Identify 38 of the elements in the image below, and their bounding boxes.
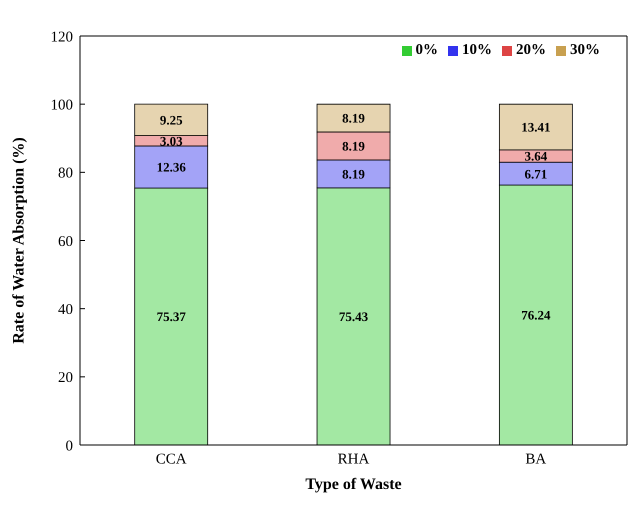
bar [134, 188, 208, 445]
data-label: 12.36 [156, 160, 186, 175]
data-label: 13.41 [521, 120, 550, 135]
bar [498, 184, 573, 445]
x-tick-label: CCA [156, 452, 187, 468]
bar [316, 104, 390, 132]
data-label: 9.25 [160, 112, 184, 128]
bar [134, 104, 208, 136]
y-tick-label: 0 [66, 438, 73, 454]
data-label: 8.19 [342, 138, 366, 154]
bar [316, 188, 390, 445]
legend-label: 0% [416, 42, 438, 58]
x-axis-title: Type of Waste [305, 476, 402, 493]
data-label: 75.43 [338, 309, 369, 324]
x-tick-label: BA [525, 452, 546, 468]
legend-label: 20% [516, 42, 546, 58]
data-label: 75.37 [156, 309, 186, 324]
y-tick-label: 80 [58, 166, 73, 182]
bar [316, 132, 390, 160]
y-axis-title: Rate of Water Absorption (%) [10, 137, 28, 344]
x-tick-label: RHA [338, 452, 370, 468]
y-tick-label: 20 [58, 370, 73, 386]
data-label: 8.19 [342, 110, 366, 126]
bar [316, 160, 390, 188]
legend-label: 30% [570, 42, 600, 58]
y-tick-label: 60 [58, 234, 73, 250]
bar [498, 104, 573, 150]
legend-label: 10% [462, 42, 492, 58]
bar [498, 162, 573, 186]
data-label: 3.03 [160, 133, 184, 148]
data-label: 3.64 [524, 148, 548, 164]
y-tick-label: 40 [58, 302, 73, 318]
bar [134, 146, 208, 189]
data-label: 76.24 [521, 308, 551, 323]
data-label: 8.19 [342, 166, 366, 182]
y-tick-label: 120 [50, 29, 73, 46]
y-tick-label: 100 [50, 97, 73, 114]
data-label: 6.71 [524, 166, 548, 182]
